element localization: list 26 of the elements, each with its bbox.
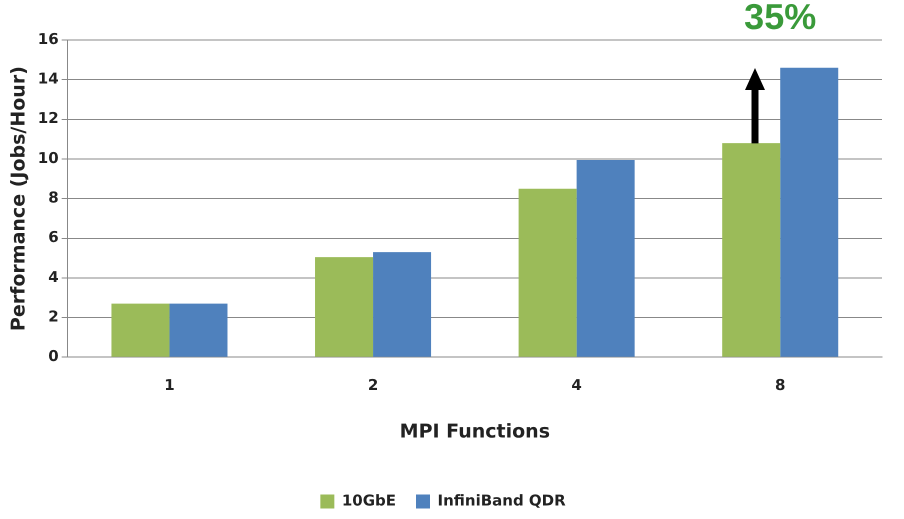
y-tick-label: 0 (48, 347, 59, 366)
bar (576, 160, 635, 357)
bar (373, 252, 432, 357)
y-tick-label: 12 (38, 109, 59, 128)
legend-label: 10GbE (342, 491, 396, 510)
bar (315, 257, 374, 357)
bar (111, 304, 170, 357)
y-tick-label: 16 (38, 30, 59, 48)
x-tick-label: 4 (571, 376, 582, 394)
x-tick-label: 2 (368, 376, 378, 394)
y-tick-label: 6 (48, 228, 59, 246)
legend-label: InfiniBand QDR (438, 491, 566, 510)
x-tick-label: 8 (774, 376, 786, 394)
annotation: 35% (744, 0, 816, 37)
bar (780, 68, 838, 357)
x-tick-label: 1 (164, 376, 175, 394)
x-axis-title: MPI Functions (400, 420, 550, 443)
y-tick-label: 8 (48, 188, 59, 206)
y-tick-label: 4 (48, 268, 59, 286)
y-tick-label: 14 (38, 70, 59, 88)
y-axis-title: Performance (Jobs/Hour) (7, 66, 30, 332)
y-tick-label: 10 (38, 148, 59, 167)
y-tick-label: 2 (48, 307, 59, 326)
bar (169, 304, 228, 357)
bar (722, 143, 780, 357)
bar (518, 188, 577, 357)
